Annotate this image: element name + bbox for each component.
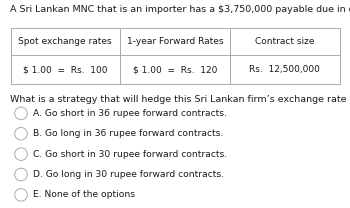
- Text: A. Go short in 36 rupee forward contracts.: A. Go short in 36 rupee forward contract…: [33, 109, 227, 118]
- Bar: [10, 28, 340, 84]
- Text: 1-year Forward Rates: 1-year Forward Rates: [127, 37, 223, 46]
- Text: D. Go long in 30 rupee forward contracts.: D. Go long in 30 rupee forward contracts…: [33, 170, 224, 179]
- Text: C. Go short in 30 rupee forward contracts.: C. Go short in 30 rupee forward contract…: [33, 150, 228, 159]
- Bar: [10, 28, 340, 84]
- Text: $ 1.00  =  Rs.  120: $ 1.00 = Rs. 120: [133, 65, 217, 74]
- Text: A Sri Lankan MNC that is an importer has a $3,750,000 payable due in one year.: A Sri Lankan MNC that is an importer has…: [10, 5, 350, 14]
- Text: Spot exchange rates: Spot exchange rates: [19, 37, 112, 46]
- Text: $ 1.00  =  Rs.  100: $ 1.00 = Rs. 100: [23, 65, 107, 74]
- Text: What is a strategy that will hedge this Sri Lankan firm’s exchange rate risk?: What is a strategy that will hedge this …: [10, 95, 350, 104]
- Text: Rs.  12,500,000: Rs. 12,500,000: [249, 65, 320, 74]
- Text: Contract size: Contract size: [255, 37, 314, 46]
- Text: B. Go long in 36 rupee forward contracts.: B. Go long in 36 rupee forward contracts…: [33, 129, 224, 138]
- Text: E. None of the options: E. None of the options: [33, 190, 135, 199]
